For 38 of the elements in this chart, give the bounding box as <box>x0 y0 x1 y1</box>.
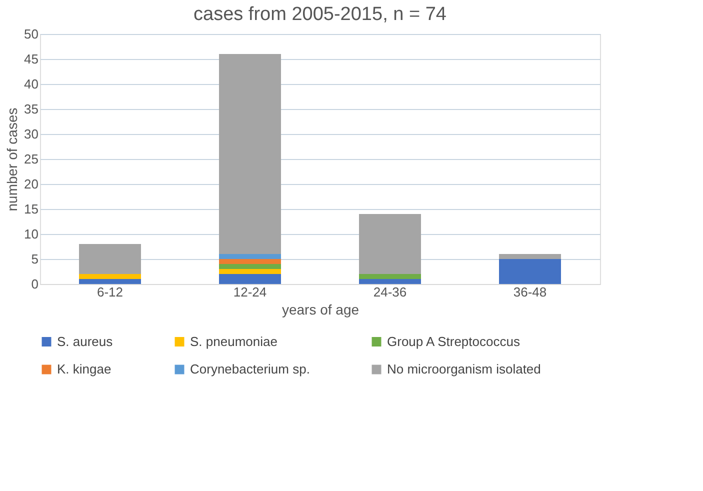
bar <box>79 244 141 274</box>
y-tick-label: 35 <box>24 102 38 116</box>
bar <box>499 259 561 284</box>
bar <box>219 264 281 269</box>
bar <box>359 214 421 274</box>
bar <box>219 259 281 264</box>
legend-label: Group A Streptococcus <box>387 334 520 349</box>
bar <box>359 279 421 284</box>
legend-label: S. pneumoniae <box>190 334 278 349</box>
y-tick-label: 15 <box>24 202 38 216</box>
legend-label: No microorganism isolated <box>387 362 541 376</box>
y-tick-label: 50 <box>24 26 38 42</box>
legend-label: S. aureus <box>57 334 114 349</box>
x-tick-label: 12-24 <box>233 284 267 300</box>
y-tick-label: 10 <box>24 226 38 242</box>
bar <box>499 254 561 259</box>
y-tick-label: 30 <box>24 126 38 142</box>
legend-label: Corynebacterium sp. <box>190 362 310 376</box>
y-tick-label: 40 <box>24 76 38 92</box>
x-tick-label: 24-36 <box>373 284 407 300</box>
bar <box>219 269 281 274</box>
chart-title: cases from 2005-2015, n = 74 <box>194 4 447 25</box>
y-tick-label: 5 <box>31 252 38 266</box>
x-axis-title: years of age <box>282 302 360 318</box>
y-tick-label: 45 <box>24 52 38 66</box>
y-tick-label: 20 <box>24 176 38 192</box>
bar <box>219 54 281 254</box>
bar <box>79 274 141 279</box>
bar <box>359 274 421 279</box>
bar <box>79 279 141 284</box>
bar <box>219 274 281 284</box>
x-tick-label: 36-48 <box>513 284 547 300</box>
y-tick-label: 25 <box>24 152 38 166</box>
bar <box>219 254 281 259</box>
x-tick-label: 6-12 <box>96 284 124 300</box>
legend-label: K. kingae <box>57 362 112 376</box>
y-axis-title: number of cases <box>4 108 20 212</box>
y-tick-label: 0 <box>31 276 38 292</box>
